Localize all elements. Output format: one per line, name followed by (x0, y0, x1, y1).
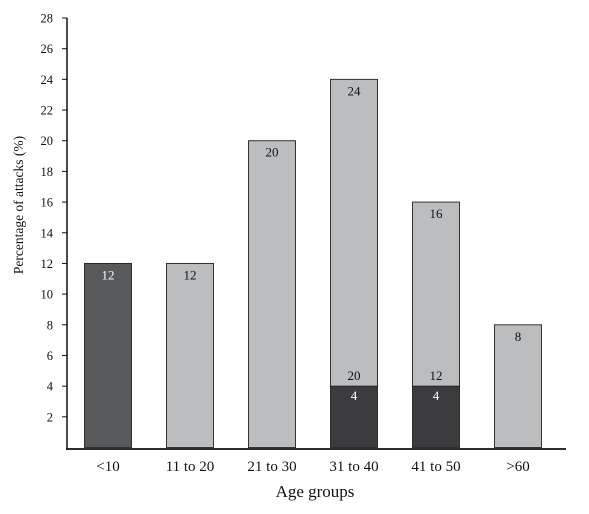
bar-data-label: 20 (266, 145, 279, 160)
bar-segment (166, 262, 214, 448)
bar-data-label: 4 (433, 388, 440, 403)
x-axis-label: Age groups (276, 482, 355, 501)
bar-segment (248, 140, 296, 448)
y-tick-label: 16 (41, 196, 54, 210)
y-tick-label: 26 (41, 42, 54, 56)
bar-data-label: 4 (351, 388, 358, 403)
bar-data-label: 12 (184, 267, 197, 282)
bar-segment (330, 385, 378, 448)
x-tick-labels: <10 11 to 20 21 to 30 31 to 40 41 to 50 >60 (96, 459, 529, 475)
y-tick-label: 22 (41, 104, 54, 118)
bar-total-label: 16 (430, 206, 444, 221)
y-tick-label: 20 (41, 134, 54, 148)
x-tick-label: 31 to 40 (329, 459, 378, 475)
y-tick-label: 28 (41, 12, 54, 26)
y-tick-label: 10 (41, 288, 54, 302)
y-tick-label: 12 (41, 257, 54, 271)
bar-data-label: 20 (348, 368, 361, 383)
axes (62, 17, 566, 450)
bar-data-label: 12 (102, 267, 115, 282)
x-tick-label: 11 to 20 (166, 459, 215, 475)
y-tick-label: 6 (47, 349, 53, 363)
bar-data-label: 8 (515, 329, 522, 344)
y-tick-label: 18 (41, 165, 54, 179)
y-tick-label: 2 (47, 410, 53, 424)
y-tick-label: 24 (41, 73, 54, 87)
bar-total-label: 24 (348, 83, 362, 98)
y-tick-label: 4 (47, 380, 54, 394)
x-tick-label: >60 (506, 459, 529, 475)
y-axis-label: Percentage of attacks (%) (11, 136, 26, 274)
bar-segment (330, 78, 378, 387)
x-tick-label: <10 (96, 459, 119, 475)
bars: 12 12 20 4 20 24 4 12 16 8 (84, 78, 542, 448)
bar-data-label: 12 (430, 368, 443, 383)
y-tick-label: 14 (41, 226, 54, 240)
bar-segment (494, 324, 542, 448)
y-tick-label: 8 (47, 318, 53, 332)
x-tick-label: 21 to 30 (247, 459, 296, 475)
x-tick-label: 41 to 50 (411, 459, 460, 475)
bar-segment (84, 262, 132, 448)
bar-segment (412, 201, 460, 387)
bar-segment (412, 385, 460, 448)
